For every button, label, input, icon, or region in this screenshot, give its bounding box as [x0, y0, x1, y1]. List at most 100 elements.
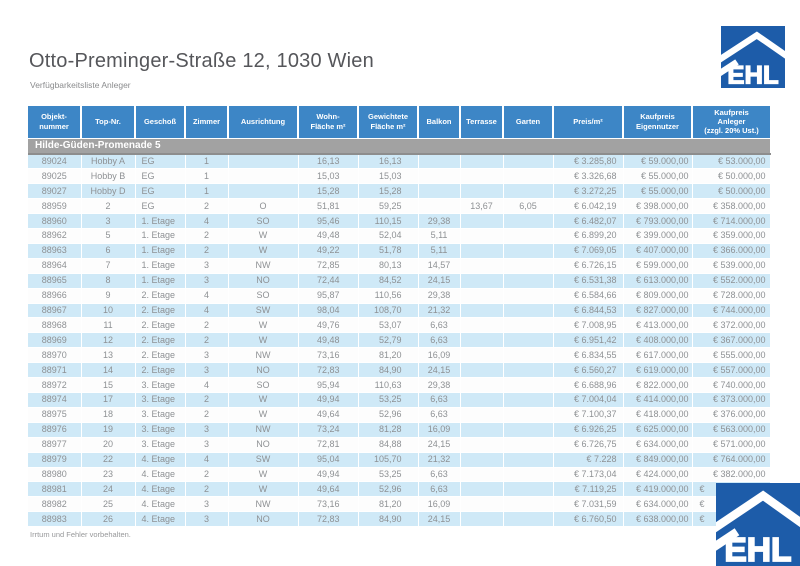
table-cell: W	[228, 481, 299, 498]
table-cell: 88964	[28, 258, 82, 274]
column-header: Preis/m²	[553, 106, 624, 139]
table-cell: 88968	[28, 317, 82, 334]
table-row: 88962 5 1. Etage 2 W 49,48 52,04 5,11 € 6.899,20…	[28, 228, 771, 244]
table-cell	[460, 467, 504, 483]
table-cell: € 424.000,00	[623, 467, 693, 483]
table-cell: € 6.560,27	[553, 362, 624, 379]
table-cell: Hobby B	[81, 168, 136, 185]
table-cell: € 7.004,04	[553, 392, 624, 408]
table-cell: 6,63	[418, 467, 461, 483]
table-row: 88977 20 3. Etage 3 NO 72,81 84,88 24,15 € 6.726…	[28, 437, 771, 453]
table-cell: 2	[81, 198, 136, 215]
table-cell: 51,81	[298, 198, 359, 215]
table-cell: 88962	[28, 228, 82, 244]
table-cell: 16,13	[298, 154, 359, 170]
table-cell	[460, 377, 504, 393]
table-cell: € 613.000,00	[623, 273, 693, 289]
table-cell: 4. Etage	[135, 452, 186, 468]
table-cell: € 376.000,00	[692, 407, 771, 423]
table-cell: € 7.173,04	[553, 467, 624, 483]
table-cell: 1. Etage	[135, 273, 186, 289]
table-cell: 4	[185, 452, 229, 468]
table-cell: € 407.000,00	[623, 243, 693, 259]
table-cell: 2	[185, 228, 229, 244]
table-cell	[460, 154, 504, 170]
table-cell	[460, 183, 504, 200]
table-cell: € 6.834,55	[553, 347, 624, 364]
table-cell: 88976	[28, 422, 82, 438]
table-row: 88983 26 4. Etage 3 NO 72,83 84,90 24,15 € 6.760…	[28, 511, 771, 528]
table-cell	[503, 243, 554, 259]
table-cell	[228, 154, 299, 170]
table-cell: 88970	[28, 347, 82, 364]
table-cell: 5,11	[418, 243, 461, 259]
table-cell: 95,87	[298, 288, 359, 304]
table-cell: 4	[185, 377, 229, 393]
column-header: Top-Nr.	[81, 106, 136, 139]
table-cell: 8	[81, 273, 136, 289]
table-cell: 3	[185, 347, 229, 364]
table-cell: € 408.000,00	[623, 332, 693, 349]
table-cell: € 55.000,00	[623, 183, 693, 200]
table-cell: 1. Etage	[135, 213, 186, 230]
table-cell: 88983	[28, 511, 82, 528]
table-cell: 15,28	[298, 183, 359, 200]
table-cell	[460, 511, 504, 528]
table-cell: € 552.000,00	[692, 273, 771, 289]
table-cell	[503, 467, 554, 483]
table-cell: € 619.000,00	[623, 362, 693, 379]
table-cell: 88980	[28, 467, 82, 483]
table-cell	[228, 183, 299, 200]
table-cell: 73,16	[298, 347, 359, 364]
table-cell: 49,22	[298, 243, 359, 259]
table-cell: EG	[135, 198, 186, 215]
table-cell: 6,63	[418, 407, 461, 423]
table-cell: EG	[135, 168, 186, 185]
table-cell: 3	[185, 496, 229, 513]
table-cell: 12	[81, 332, 136, 349]
table-cell: 2	[185, 467, 229, 483]
table-cell: 1. Etage	[135, 243, 186, 259]
table-cell: 73,24	[298, 422, 359, 438]
table-cell	[503, 228, 554, 244]
table-cell: W	[228, 332, 299, 349]
section-header: Hilde-Güden-Promenade 5	[28, 138, 770, 155]
table-cell: 29,38	[418, 377, 461, 393]
table-cell: 81,28	[358, 422, 419, 438]
table-cell: 6	[81, 243, 136, 259]
table-row: 88970 13 2. Etage 3 NW 73,16 81,20 16,09 € 6.834…	[28, 347, 771, 364]
table-cell	[460, 362, 504, 379]
table-cell: NW	[228, 496, 299, 513]
table-cell	[503, 511, 554, 528]
table-cell: € 6.726,15	[553, 258, 624, 274]
section-band-row: Hilde-Güden-Promenade 5	[28, 138, 770, 155]
table-cell: € 3.285,80	[553, 154, 624, 170]
table-cell: € 827.000,00	[623, 303, 693, 319]
table-cell	[503, 317, 554, 334]
table-cell: 88975	[28, 407, 82, 423]
table-cell: € 7.008,95	[553, 317, 624, 334]
table-row: 88975 18 3. Etage 2 W 49,64 52,96 6,63 € 7.100,3…	[28, 407, 771, 423]
table-cell: 88982	[28, 496, 82, 513]
table-cell: SO	[228, 377, 299, 393]
table-cell: NW	[228, 347, 299, 364]
ehl-logo-icon: EHL	[716, 483, 800, 566]
table-cell	[503, 377, 554, 393]
table-cell: 24,15	[418, 273, 461, 289]
table-cell: € 539.000,00	[692, 258, 771, 274]
column-header: Objekt- nummer	[28, 106, 82, 139]
table-cell: 72,85	[298, 258, 359, 274]
table-cell: 4. Etage	[135, 496, 186, 513]
table-cell	[460, 496, 504, 513]
table-cell	[460, 288, 504, 304]
table-cell: € 6.688,96	[553, 377, 624, 393]
table-cell: € 6.926,25	[553, 422, 624, 438]
table-cell	[503, 452, 554, 468]
table-cell: € 563.000,00	[692, 422, 771, 438]
table-cell: € 399.000,00	[623, 228, 693, 244]
ehl-logo-icon: EHL	[721, 26, 785, 88]
table-cell: € 372.000,00	[692, 317, 771, 334]
table-cell: € 382.000,00	[692, 467, 771, 483]
table-row: 88967 10 2. Etage 4 SW 98,04 108,70 21,32 € 6.84…	[28, 303, 771, 319]
table-cell	[460, 407, 504, 423]
